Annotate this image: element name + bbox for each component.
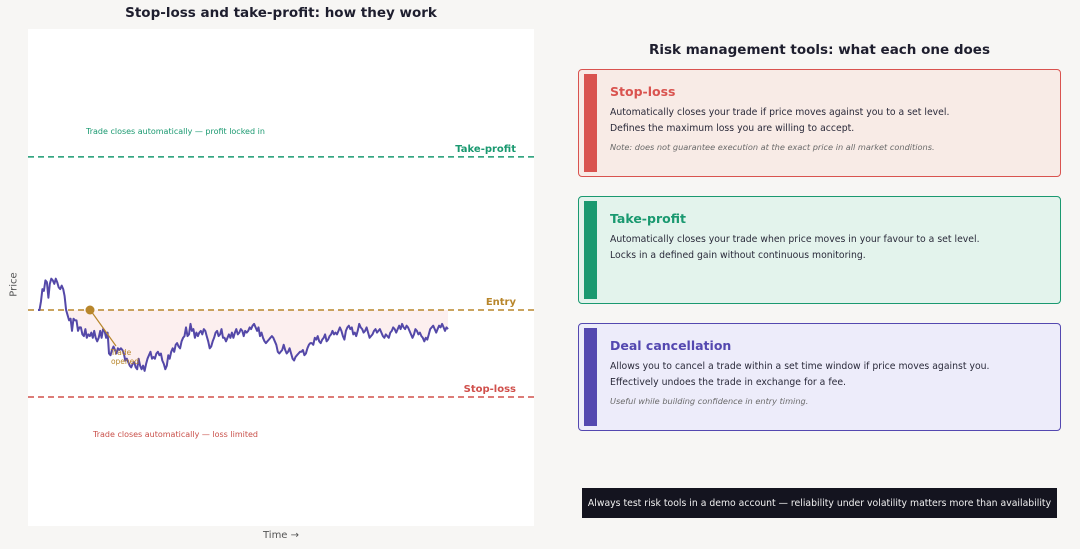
card-title: Stop-loss: [610, 84, 676, 99]
card-description-line: Effectively undoes the trade in exchange…: [610, 377, 846, 388]
entry-marker-pointer: [90, 310, 117, 347]
price-chart: Take-profit Entry Stop-loss Trade closes…: [28, 29, 534, 526]
footer-banner: Always test risk tools in a demo account…: [582, 488, 1057, 518]
card-accent-bar: [584, 201, 597, 299]
card-description-line: Defines the maximum loss you are willing…: [610, 123, 855, 134]
card-description-line: Automatically closes your trade when pri…: [610, 234, 980, 245]
chart-svg: Take-profit Entry Stop-loss Trade closes…: [28, 127, 534, 439]
chart-title: Stop-loss and take-profit: how they work: [125, 5, 437, 21]
loss-shaded-area: [67, 310, 448, 371]
card-deal-cancellation: Deal cancellation Allows you to cancel a…: [578, 323, 1061, 431]
card-title: Deal cancellation: [610, 338, 732, 353]
card-description-line: Allows you to cancel a trade within a se…: [610, 361, 990, 372]
card-take-profit: Take-profit Automatically closes your tr…: [578, 196, 1061, 304]
y-axis-label: Price: [8, 272, 20, 297]
price-series-line: [38, 277, 449, 372]
entry-marker-text-line2: opened: [111, 357, 139, 366]
card-description-line: Automatically closes your trade if price…: [610, 107, 950, 118]
entry-marker-dot: [85, 305, 95, 315]
tools-panel-title: Risk management tools: what each one doe…: [648, 42, 990, 58]
entry-marker-text-line1: Trade: [110, 348, 132, 357]
entry-label: Entry: [486, 297, 517, 308]
take-profit-zone-note: Trade closes automatically — profit lock…: [85, 127, 265, 136]
card-accent-bar: [584, 74, 597, 172]
card-stop-loss: Stop-loss Automatically closes your trad…: [578, 69, 1061, 177]
card-description-line: Locks in a defined gain without continuo…: [610, 250, 866, 261]
card-note: Note: does not guarantee execution at th…: [610, 142, 935, 152]
card-title: Take-profit: [610, 211, 686, 226]
x-axis-label: Time →: [262, 530, 300, 541]
stop-loss-zone-note: Trade closes automatically — loss limite…: [92, 430, 258, 439]
stop-loss-label: Stop-loss: [464, 384, 516, 395]
card-accent-bar: [584, 328, 597, 426]
card-note: Useful while building confidence in entr…: [610, 396, 809, 406]
take-profit-label: Take-profit: [455, 144, 516, 155]
